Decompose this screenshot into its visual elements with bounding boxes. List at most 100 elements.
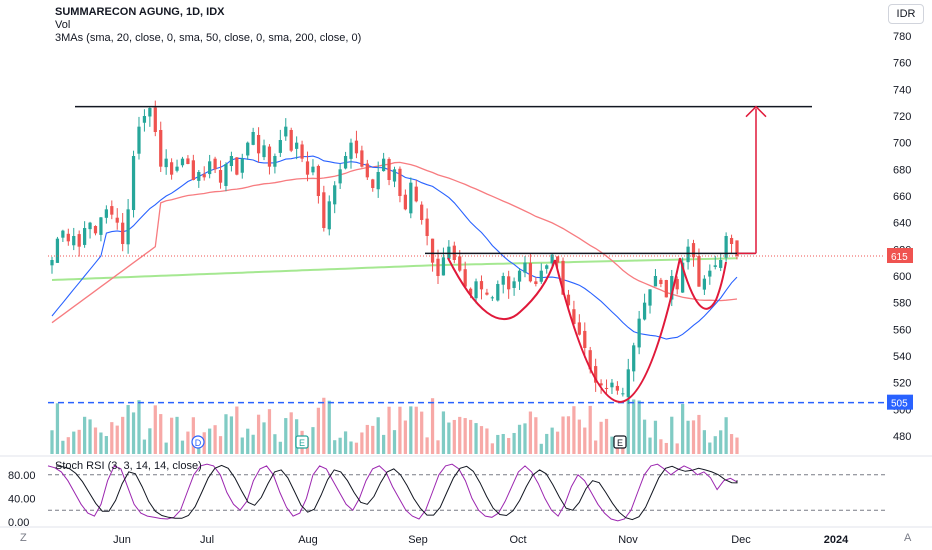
- price-tick-label: 720: [893, 111, 911, 123]
- candle-body: [724, 236, 728, 258]
- timezone-button[interactable]: Z: [20, 532, 27, 544]
- volume-bar: [180, 440, 185, 454]
- earnings-marker: [613, 435, 627, 449]
- stoch-tick-label: 40.00: [8, 493, 36, 505]
- dividend-marker: [191, 435, 205, 449]
- stoch-tick-label: 0.00: [8, 517, 29, 529]
- volume-bar: [110, 422, 114, 454]
- candle-body: [322, 192, 326, 228]
- candle-body: [642, 302, 647, 320]
- stoch-k-line: [47, 463, 738, 522]
- candle-body: [523, 262, 527, 273]
- candle-body: [594, 366, 598, 383]
- candle-body: [479, 281, 484, 290]
- volume-bar: [409, 406, 413, 454]
- volume-bar: [365, 424, 369, 454]
- volume-bar: [403, 420, 407, 454]
- candle-body: [256, 134, 261, 154]
- symbol-title[interactable]: SUMMARECON AGUNG, 1D, IDX: [55, 6, 225, 18]
- price-tick-label: 640: [893, 218, 911, 230]
- volume-bar: [360, 432, 364, 454]
- stoch-rsi-label[interactable]: Stoch RSI (3, 3, 14, 14, close): [55, 460, 202, 472]
- volume-bar: [414, 406, 418, 454]
- candle-body: [327, 201, 331, 230]
- candle-body: [61, 230, 65, 238]
- currency-button[interactable]: IDR: [888, 4, 924, 24]
- candle-body: [88, 222, 92, 230]
- volume-bar: [583, 427, 587, 454]
- candle-body: [240, 158, 244, 173]
- volume-bar: [218, 436, 223, 454]
- candle-body: [675, 279, 679, 290]
- volume-bar: [479, 426, 484, 454]
- volume-bar: [99, 432, 103, 454]
- candle-body: [436, 258, 440, 276]
- candle-body: [311, 166, 315, 173]
- candle-body: [99, 217, 103, 235]
- candle-body: [371, 179, 375, 188]
- candle-body: [180, 158, 185, 166]
- candle-body: [621, 393, 625, 395]
- volume-bar: [708, 442, 712, 454]
- price-tick-label: 560: [893, 324, 911, 336]
- volume-bar: [256, 414, 261, 454]
- candle-body: [273, 156, 277, 167]
- event-marker-label: E: [617, 438, 623, 448]
- volume-bar: [164, 442, 168, 454]
- volume-bar: [528, 411, 533, 454]
- volume-bar: [240, 437, 244, 454]
- volume-bar: [566, 416, 571, 454]
- volume-bar: [66, 437, 70, 454]
- volume-bar: [550, 427, 554, 454]
- candle-body: [365, 163, 369, 178]
- candle-body: [648, 289, 652, 306]
- candle-body: [115, 217, 119, 223]
- volume-bar: [664, 442, 668, 454]
- candle-body: [425, 218, 429, 236]
- candle-body: [550, 254, 554, 264]
- candle-body: [512, 281, 516, 288]
- volume-bar: [229, 416, 234, 454]
- candle-body: [659, 279, 663, 284]
- volume-bar: [371, 425, 375, 454]
- auto-scale-button[interactable]: A: [904, 532, 912, 544]
- candle-body: [278, 140, 282, 153]
- volume-bar: [88, 419, 92, 454]
- volume-bar: [246, 428, 250, 454]
- volume-bar: [474, 423, 478, 454]
- stoch-rsi-pane: [47, 463, 885, 522]
- candle-body: [246, 142, 250, 156]
- candle-body: [604, 387, 609, 389]
- candle-body: [295, 142, 299, 149]
- candle-body: [632, 345, 636, 372]
- candle-body: [229, 156, 234, 166]
- volume-bar: [72, 431, 76, 454]
- volume-bar: [338, 437, 342, 454]
- candle-body: [376, 172, 380, 190]
- candle-body: [719, 260, 723, 268]
- volume-bar: [686, 420, 690, 454]
- moving-averages-label[interactable]: 3MAs (sma, 20, close, 0, sma, 50, close,…: [55, 32, 362, 44]
- candle-body: [148, 108, 152, 117]
- volume-label[interactable]: Vol: [55, 19, 71, 31]
- candle-body: [572, 309, 576, 324]
- volume-bar: [496, 434, 500, 454]
- candle-body: [360, 150, 364, 167]
- candle-body: [577, 322, 581, 335]
- candle-body: [686, 246, 690, 263]
- candle-body: [517, 270, 522, 282]
- volume-bar: [626, 399, 630, 454]
- candle-body: [409, 182, 413, 214]
- earnings-marker: [295, 435, 309, 449]
- volume-bar: [441, 411, 446, 454]
- volume-bar: [632, 399, 636, 454]
- volume-bar: [175, 416, 179, 454]
- volume-bar: [262, 422, 266, 454]
- volume-bar: [458, 416, 462, 454]
- target-arrowhead: [745, 105, 767, 118]
- candle-body: [420, 204, 424, 220]
- candle-body: [615, 385, 620, 391]
- volume-bar: [83, 416, 87, 454]
